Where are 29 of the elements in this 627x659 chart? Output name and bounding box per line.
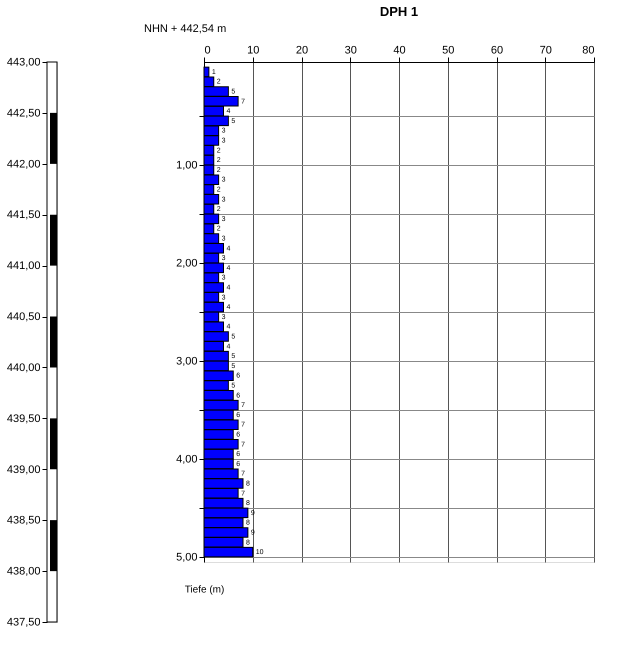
y2-tick-label: 440,00 <box>6 362 40 374</box>
y2-tick-label: 439,50 <box>6 412 40 425</box>
y-tick-label: 3,00 <box>176 356 198 368</box>
x2-tick-label: 40 <box>393 44 406 56</box>
y-tick-label: 2,00 <box>176 258 198 270</box>
y2-tick-label: 438,00 <box>6 566 40 578</box>
x2-tick-label: 10 <box>247 44 260 56</box>
y-tick-label: 4,00 <box>176 454 198 466</box>
y2-tick-label: 438,50 <box>6 514 40 527</box>
y2-tick-label: 442,00 <box>6 158 40 170</box>
y2-tick-label: 443,00 <box>6 56 40 68</box>
text: DPH 1 <box>380 4 418 19</box>
y2-tick-label: 437,50 <box>6 616 40 628</box>
y2-tick-label: 440,50 <box>6 311 40 324</box>
text: NHN + 442,54 m <box>144 23 226 35</box>
y2-tick-label: 439,00 <box>6 464 40 476</box>
y2-tick-label: 442,50 <box>6 107 40 120</box>
x2-tick-label: 60 <box>490 44 504 56</box>
x2-tick-label: 70 <box>540 44 552 56</box>
x2-tick-label: 20 <box>296 44 308 56</box>
y2-tick-label: 441,50 <box>6 209 40 222</box>
x2-tick-label: 30 <box>344 44 357 56</box>
x2-tick-label: 80 <box>582 44 594 56</box>
y2-tick-label: 441,00 <box>6 260 40 272</box>
y-axis-title: Tiefe (m) <box>184 584 224 596</box>
y-tick-label: 1,00 <box>176 160 198 172</box>
x2-tick-label: 0 <box>204 44 211 56</box>
x2-tick-label: 50 <box>442 44 454 56</box>
y-tick-label: 5,00 <box>176 552 198 564</box>
